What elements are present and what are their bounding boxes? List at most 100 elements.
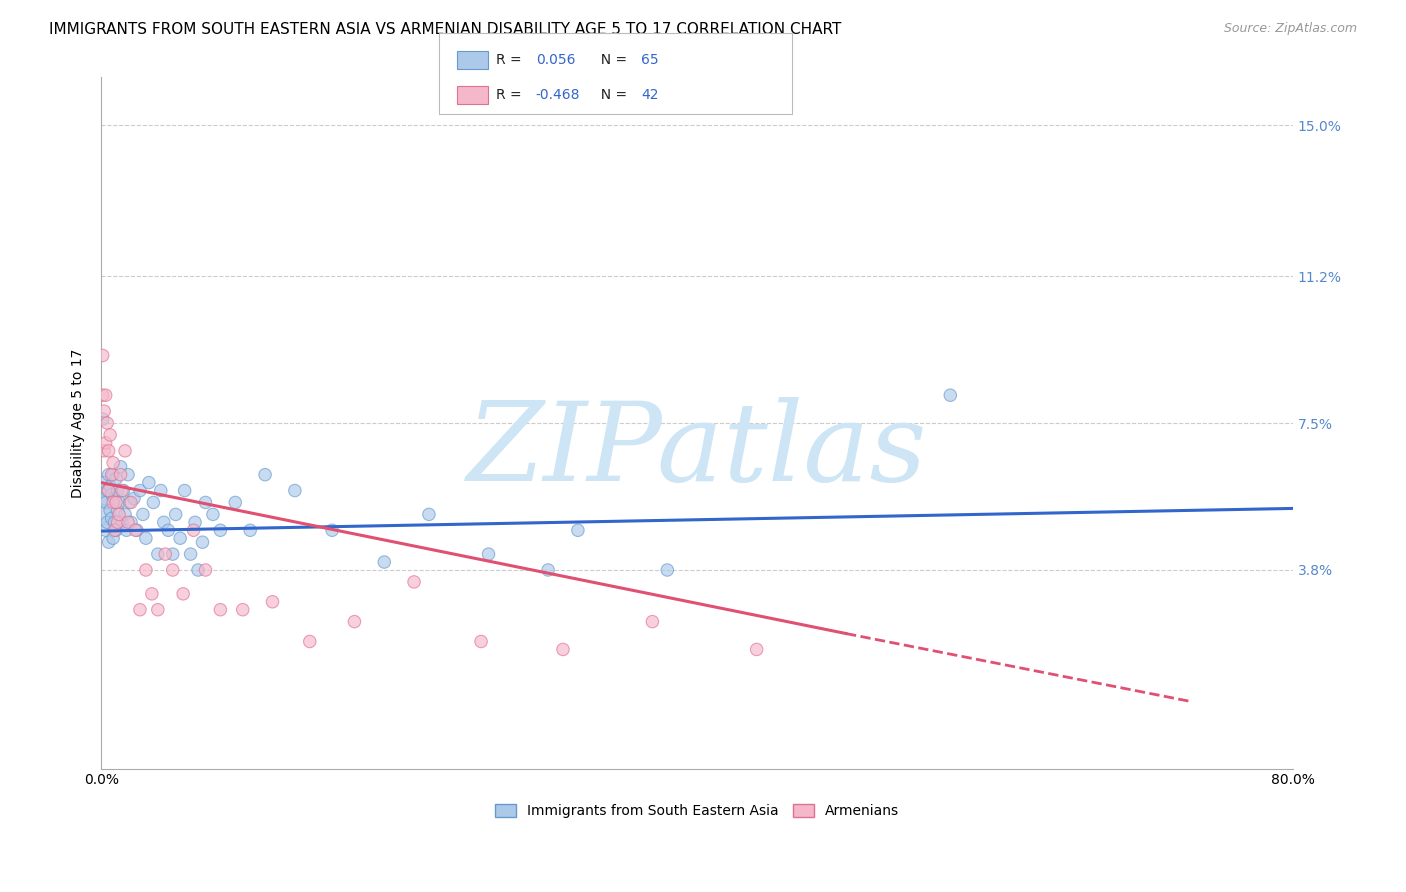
Point: [105, 472, 128, 486]
Point: [146, 603, 169, 617]
Point: [180, 547, 202, 561]
Point: [101, 495, 124, 509]
Point: [104, 523, 127, 537]
Text: N =: N =: [592, 53, 631, 67]
Point: [93, 475, 115, 490]
Text: -0.468: -0.468: [536, 87, 581, 102]
Point: [91, 412, 114, 426]
Point: [209, 523, 232, 537]
Point: [477, 547, 499, 561]
Point: [96, 516, 118, 530]
Point: [94, 388, 117, 402]
Point: [96, 483, 118, 498]
Point: [373, 555, 395, 569]
Point: [239, 523, 262, 537]
Point: [91, 349, 114, 363]
Point: [104, 516, 127, 530]
Point: [91, 508, 114, 522]
Point: [194, 563, 217, 577]
Point: [115, 523, 138, 537]
Point: [97, 467, 120, 482]
Point: [107, 516, 129, 530]
Point: [107, 503, 129, 517]
Point: [108, 495, 131, 509]
Point: [201, 508, 224, 522]
Point: [165, 508, 187, 522]
Point: [939, 388, 962, 402]
Point: [194, 495, 217, 509]
Point: [91, 388, 114, 402]
Text: IMMIGRANTS FROM SOUTH EASTERN ASIA VS ARMENIAN DISABILITY AGE 5 TO 17 CORRELATIO: IMMIGRANTS FROM SOUTH EASTERN ASIA VS AR…: [49, 22, 842, 37]
Point: [98, 479, 121, 493]
Point: [98, 428, 121, 442]
Point: [117, 467, 139, 482]
Point: [100, 467, 122, 482]
Point: [105, 523, 128, 537]
Text: 0.056: 0.056: [536, 53, 575, 67]
Legend: Immigrants from South Eastern Asia, Armenians: Immigrants from South Eastern Asia, Arme…: [489, 798, 904, 824]
Point: [120, 495, 142, 509]
Point: [162, 547, 184, 561]
Text: Source: ZipAtlas.com: Source: ZipAtlas.com: [1223, 22, 1357, 36]
Point: [93, 443, 115, 458]
Point: [224, 495, 246, 509]
Point: [321, 523, 343, 537]
Point: [100, 487, 122, 501]
Point: [187, 563, 209, 577]
Point: [135, 563, 157, 577]
Point: [402, 574, 425, 589]
Point: [141, 587, 163, 601]
Point: [537, 563, 560, 577]
Point: [470, 634, 492, 648]
Point: [172, 587, 194, 601]
Point: [96, 416, 118, 430]
Point: [129, 483, 152, 498]
Point: [114, 508, 136, 522]
Point: [284, 483, 307, 498]
Point: [155, 547, 177, 561]
Point: [129, 603, 152, 617]
Point: [97, 535, 120, 549]
Point: [110, 467, 132, 482]
Point: [641, 615, 664, 629]
Point: [125, 523, 148, 537]
Text: R =: R =: [496, 53, 526, 67]
Text: ZIPatlas: ZIPatlas: [467, 397, 928, 504]
Point: [184, 516, 207, 530]
Point: [162, 563, 184, 577]
Point: [104, 491, 127, 506]
Point: [418, 508, 440, 522]
Text: N =: N =: [592, 87, 631, 102]
Point: [105, 495, 128, 509]
Point: [108, 508, 131, 522]
Point: [118, 495, 141, 509]
Point: [117, 516, 139, 530]
Point: [94, 436, 117, 450]
Point: [97, 483, 120, 498]
Point: [298, 634, 321, 648]
Point: [100, 511, 122, 525]
Point: [209, 603, 232, 617]
Point: [657, 563, 679, 577]
Point: [262, 595, 284, 609]
Point: [191, 535, 214, 549]
Point: [138, 475, 160, 490]
Point: [110, 459, 132, 474]
Text: R =: R =: [496, 87, 526, 102]
Point: [132, 508, 155, 522]
Point: [149, 483, 172, 498]
Point: [98, 503, 121, 517]
Text: 65: 65: [641, 53, 659, 67]
Point: [94, 523, 117, 537]
Point: [101, 531, 124, 545]
Point: [183, 523, 205, 537]
Point: [135, 531, 157, 545]
Point: [101, 456, 124, 470]
Point: [107, 483, 129, 498]
Point: [94, 495, 117, 509]
Point: [111, 483, 134, 498]
Point: [97, 443, 120, 458]
Point: [146, 547, 169, 561]
Point: [169, 531, 191, 545]
Point: [551, 642, 574, 657]
